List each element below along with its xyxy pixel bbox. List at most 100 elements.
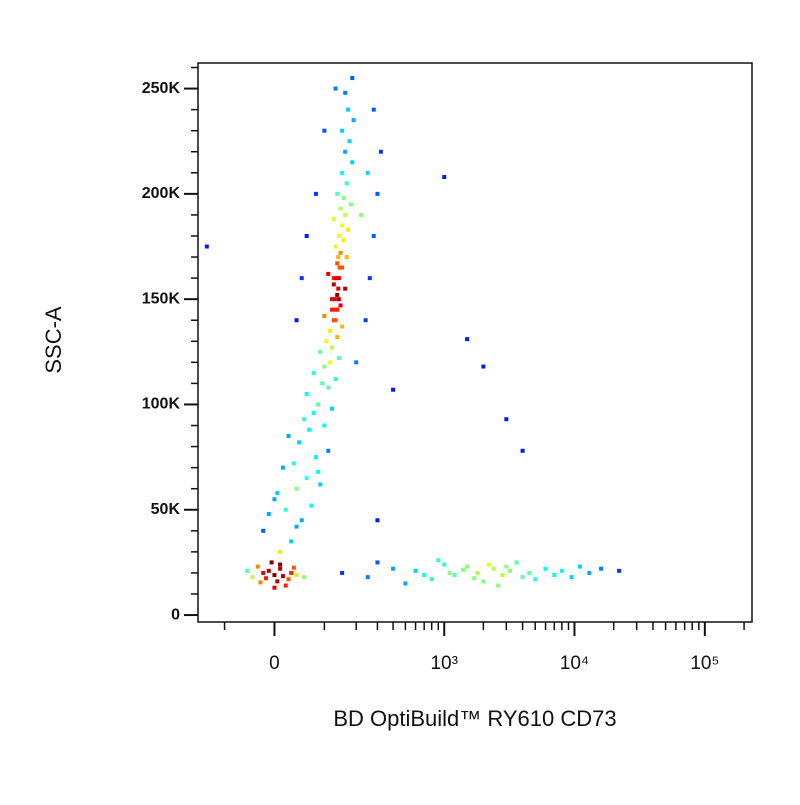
y-tick-label: 150K — [142, 290, 181, 307]
data-point — [335, 191, 340, 196]
data-point — [371, 233, 376, 238]
data-point — [338, 206, 343, 211]
y-tick-label: 100K — [142, 396, 181, 413]
data-point — [294, 486, 299, 491]
data-point — [340, 223, 345, 228]
x-tick-label: 10⁴ — [560, 653, 589, 674]
data-point — [350, 160, 355, 165]
data-point — [280, 574, 285, 579]
data-point — [309, 503, 314, 508]
data-point — [299, 518, 304, 523]
data-point — [318, 482, 323, 487]
plot-frame — [197, 62, 753, 623]
data-point — [289, 570, 294, 575]
data-point — [311, 370, 316, 375]
data-point — [422, 573, 427, 578]
data-point — [344, 181, 349, 186]
data-point — [371, 107, 376, 112]
data-point — [258, 580, 263, 585]
data-point — [297, 440, 302, 445]
data-point — [294, 573, 299, 578]
data-point — [520, 575, 525, 580]
y-tick-label: 250K — [142, 80, 181, 97]
data-point — [291, 461, 296, 466]
data-point — [341, 196, 346, 201]
data-point — [328, 328, 333, 333]
data-point — [340, 128, 345, 133]
data-point — [359, 212, 364, 217]
data-point — [442, 175, 447, 180]
data-point — [299, 276, 304, 281]
data-point — [266, 511, 271, 516]
data-point — [338, 250, 343, 255]
y-tick-label: 200K — [142, 185, 181, 202]
data-point — [507, 568, 512, 573]
data-point — [275, 579, 280, 584]
data-point — [272, 497, 277, 502]
data-point — [465, 337, 470, 342]
data-point — [255, 564, 260, 569]
data-point — [496, 583, 501, 588]
data-point — [436, 558, 441, 563]
data-point — [322, 423, 327, 428]
data-point — [329, 307, 334, 312]
data-point — [286, 434, 291, 439]
data-point — [311, 410, 316, 415]
data-point — [340, 170, 345, 175]
data-point — [304, 391, 309, 396]
data-point — [283, 583, 288, 588]
data-point — [481, 364, 486, 369]
data-point — [304, 233, 309, 238]
data-point — [461, 567, 466, 572]
data-point — [334, 276, 339, 281]
data-point — [465, 564, 470, 569]
y-axis-title: SSC-A — [41, 306, 66, 374]
data-point — [340, 265, 345, 270]
data-point — [245, 568, 250, 573]
data-point — [442, 562, 447, 567]
data-point — [348, 202, 353, 207]
data-point — [324, 339, 329, 344]
data-point — [486, 562, 491, 567]
data-point — [322, 128, 327, 133]
data-point — [291, 565, 296, 570]
data-point — [329, 406, 334, 411]
data-point — [329, 345, 334, 350]
data-point — [350, 76, 355, 81]
data-point — [559, 568, 564, 573]
data-point — [504, 417, 509, 422]
data-point — [533, 577, 538, 582]
data-point — [275, 490, 280, 495]
data-point — [363, 318, 368, 323]
data-point — [514, 560, 519, 565]
data-point — [569, 575, 574, 580]
data-point — [365, 170, 370, 175]
data-point — [335, 292, 340, 297]
data-point — [343, 286, 348, 291]
x-tick-label: 0 — [269, 653, 280, 674]
data-point — [347, 139, 352, 144]
data-point — [500, 573, 505, 578]
data-point — [365, 575, 370, 580]
data-point — [429, 577, 434, 582]
data-point — [335, 261, 340, 266]
data-point — [304, 476, 309, 481]
data-point — [261, 570, 266, 575]
data-point — [391, 566, 396, 571]
data-point — [286, 577, 291, 582]
data-point — [316, 402, 321, 407]
data-point — [367, 276, 372, 281]
data-point — [326, 385, 331, 390]
data-point — [343, 90, 348, 95]
data-point — [278, 566, 283, 571]
data-point — [250, 575, 255, 580]
data-point — [336, 286, 341, 291]
data-point — [413, 568, 418, 573]
data-point — [452, 573, 457, 578]
data-point — [322, 314, 327, 319]
data-point — [577, 564, 582, 569]
data-point — [269, 560, 274, 565]
data-point — [280, 465, 285, 470]
data-point — [599, 566, 604, 571]
x-tick-label: 10⁵ — [690, 653, 719, 674]
